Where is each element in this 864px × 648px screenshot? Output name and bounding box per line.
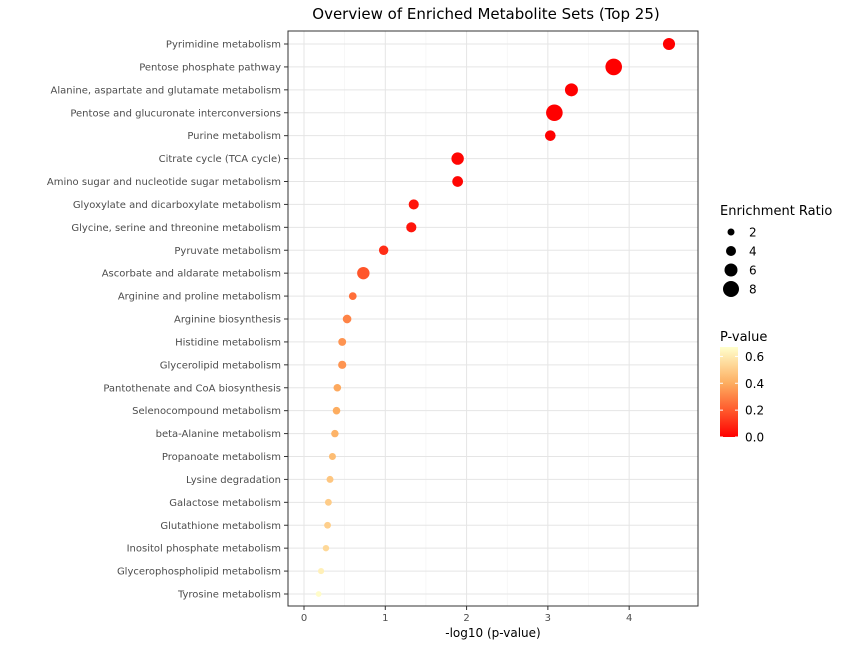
- category-label: Pentose phosphate pathway: [139, 62, 281, 73]
- size-legend-key: [727, 228, 735, 236]
- category-label: Glycerophospholipid metabolism: [117, 567, 281, 578]
- data-point: [564, 83, 578, 97]
- category-label: Histidine metabolism: [175, 337, 281, 348]
- data-point: [324, 521, 331, 529]
- data-point: [342, 314, 352, 324]
- category-label: Arginine biosynthesis: [174, 315, 281, 326]
- category-label: Pyruvate metabolism: [174, 246, 281, 257]
- category-labels: Pyrimidine metabolism Pentose phosphate p…: [47, 40, 288, 601]
- data-point: [338, 337, 347, 346]
- data-point: [318, 568, 325, 575]
- x-axis-title: -log10 (p-value): [445, 626, 540, 640]
- data-point: [315, 591, 322, 597]
- size-legend-label: 4: [749, 245, 757, 259]
- color-legend-bar: [720, 347, 738, 437]
- category-label: Purine metabolism: [187, 131, 281, 142]
- category-label: Ascorbate and aldarate metabolism: [102, 269, 281, 280]
- data-point: [545, 130, 556, 141]
- data-point: [338, 360, 347, 369]
- x-tick-label: 3: [545, 613, 551, 624]
- x-axis-ticks: 0 1 2 3 4: [301, 606, 632, 624]
- category-label: Glyoxylate and dicarboxylate metabolism: [73, 200, 281, 211]
- color-legend-label: 0.2: [745, 404, 764, 418]
- x-tick-label: 2: [463, 613, 469, 624]
- size-legend-key: [723, 281, 739, 297]
- data-point: [348, 292, 357, 300]
- color-legend-label: 0.6: [745, 350, 764, 364]
- color-legend: P-value 0.6 0.4 0.2 0.0: [720, 330, 767, 445]
- size-legend-label: 8: [749, 283, 757, 297]
- data-point: [331, 429, 339, 438]
- data-point: [546, 104, 563, 122]
- category-label: beta-Alanine metabolism: [156, 429, 281, 440]
- chart-title: Overview of Enriched Metabolite Sets (To…: [312, 5, 659, 23]
- color-legend-label: 0.0: [745, 431, 764, 445]
- size-legend-key: [726, 246, 736, 256]
- color-legend-label: 0.4: [745, 377, 764, 391]
- category-label: Alanine, aspartate and glutamate metabol…: [51, 85, 281, 96]
- data-point: [332, 406, 341, 415]
- category-label: Glutathione metabolism: [160, 521, 281, 532]
- size-legend: Enrichment Ratio 2 4 6 8: [720, 204, 832, 297]
- data-point: [333, 383, 342, 392]
- category-label: Selenocompound metabolism: [132, 406, 281, 417]
- category-label: Glycerolipid metabolism: [160, 360, 281, 371]
- category-label: Arginine and proline metabolism: [118, 292, 281, 303]
- x-tick-label: 1: [382, 613, 388, 624]
- data-point: [408, 199, 419, 210]
- category-label: Lysine degradation: [186, 475, 281, 486]
- category-label: Citrate cycle (TCA cycle): [159, 154, 281, 165]
- size-legend-key: [724, 263, 738, 277]
- data-point: [326, 475, 334, 483]
- category-label: Propanoate metabolism: [162, 452, 281, 463]
- grid-lines: [288, 31, 698, 606]
- color-legend-title: P-value: [720, 330, 767, 345]
- data-point: [357, 266, 370, 280]
- data-point: [322, 544, 330, 552]
- size-legend-label: 6: [749, 264, 757, 278]
- category-label: Amino sugar and nucleotide sugar metabol…: [47, 177, 281, 188]
- category-label: Galactose metabolism: [169, 498, 281, 509]
- x-tick-label: 4: [626, 613, 632, 624]
- size-legend-label: 2: [749, 226, 757, 240]
- category-label: Glycine, serine and threonine metabolism: [71, 223, 281, 234]
- category-label: Pentose and glucuronate interconversions: [70, 108, 281, 119]
- category-label: Pantothenate and CoA biosynthesis: [103, 383, 281, 394]
- data-points: [315, 37, 676, 597]
- data-point: [451, 152, 464, 165]
- data-point: [452, 176, 464, 187]
- category-label: Inositol phosphate metabolism: [127, 544, 281, 555]
- data-point: [605, 58, 623, 76]
- x-tick-label: 0: [301, 613, 307, 624]
- size-legend-title: Enrichment Ratio: [720, 204, 832, 219]
- data-point: [378, 245, 389, 255]
- data-point: [324, 498, 332, 506]
- data-point: [328, 453, 336, 460]
- category-label: Tyrosine metabolism: [177, 590, 281, 601]
- category-label: Pyrimidine metabolism: [166, 40, 281, 51]
- data-point: [406, 222, 417, 233]
- data-point: [662, 37, 676, 51]
